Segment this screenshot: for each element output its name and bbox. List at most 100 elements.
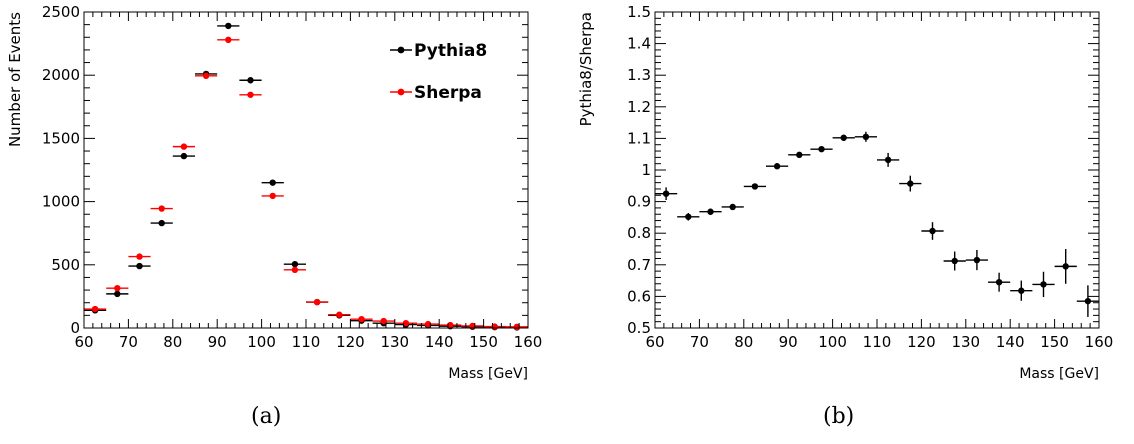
data-point [810, 145, 833, 153]
y-tick-label: 500 [51, 256, 80, 274]
y-tick-label: 1.3 [627, 66, 651, 84]
data-marker [114, 290, 121, 298]
data-point [699, 208, 722, 215]
data-point [439, 321, 462, 329]
data-point [150, 205, 173, 212]
data-point [283, 266, 306, 274]
x-tick-label: 160 [1085, 333, 1114, 351]
y-tick-label: 1.4 [627, 35, 651, 53]
data-point [172, 152, 195, 160]
data-point [721, 203, 744, 211]
y-tick-label: 0.9 [627, 193, 651, 211]
data-marker [707, 208, 714, 215]
ratio-plot-frame [654, 11, 1100, 329]
data-point [788, 151, 811, 159]
data-marker [247, 91, 254, 98]
data-marker [358, 315, 365, 323]
data-point [1054, 249, 1077, 284]
x-tick-label: 70 [690, 333, 709, 351]
legend-pythia8-marker [397, 46, 405, 54]
y-tick-label: 0.5 [627, 319, 651, 337]
data-marker [136, 253, 143, 260]
data-marker [973, 256, 981, 264]
distribution-y-axis-label: Number of Events [6, 12, 24, 147]
data-point [239, 91, 262, 98]
x-tick-label: 120 [336, 333, 365, 351]
data-marker [884, 156, 892, 164]
data-marker [995, 278, 1003, 286]
x-tick-label: 150 [469, 333, 498, 351]
data-marker [336, 311, 343, 318]
data-point [655, 187, 678, 201]
y-tick-label: 2500 [42, 3, 80, 21]
y-tick-label: 0.7 [627, 256, 651, 274]
x-tick-label: 140 [996, 333, 1025, 351]
x-tick-label: 90 [208, 333, 227, 351]
y-tick-label: 1 [641, 161, 651, 179]
data-marker [862, 133, 870, 141]
data-point [106, 284, 129, 292]
data-marker [291, 260, 299, 268]
data-point [128, 253, 151, 260]
data-marker [91, 305, 99, 313]
data-point [417, 320, 440, 328]
data-point [899, 175, 922, 192]
ratio-x-axis-label: Mass [GeV] [1019, 366, 1099, 382]
data-point [261, 192, 284, 200]
data-point [172, 143, 195, 150]
data-point [128, 262, 151, 270]
y-tick-label: 1.1 [627, 129, 651, 147]
x-tick-label: 90 [779, 333, 798, 351]
data-marker [225, 36, 232, 44]
data-point [943, 251, 966, 271]
data-marker [158, 219, 165, 227]
data-point [106, 290, 129, 298]
data-point [217, 36, 240, 44]
legend-entry-sherpa: Sherpa [390, 83, 482, 103]
legend-sherpa-marker [397, 88, 405, 96]
data-marker [447, 321, 454, 329]
ratio-panel: 60 70 80 90 100 110 120 130 140 150 160 0.50.60.70… [577, 3, 1113, 382]
data-marker [225, 22, 232, 30]
data-point [988, 272, 1011, 292]
x-tick-label: 60 [645, 333, 664, 351]
data-marker [114, 284, 121, 292]
y-tick-label: 1500 [42, 129, 80, 147]
data-marker [424, 320, 432, 328]
data-point [854, 131, 877, 142]
data-marker [907, 180, 914, 187]
data-marker [1062, 263, 1069, 270]
x-tick-label: 150 [1040, 333, 1069, 351]
y-tick-label: 0 [70, 319, 80, 337]
data-point [1010, 280, 1033, 301]
distribution-x-axis: 60 70 80 90 100 110 120 130 140 150 160 [74, 12, 542, 351]
data-point [350, 315, 373, 323]
data-point [1076, 285, 1099, 317]
data-point [306, 298, 329, 306]
data-point [283, 260, 306, 268]
data-point [328, 311, 351, 318]
data-point [743, 183, 766, 190]
x-tick-label: 80 [734, 333, 753, 351]
data-point [483, 323, 506, 330]
data-point [766, 163, 789, 170]
y-tick-label: 1000 [42, 193, 80, 211]
x-tick-label: 140 [425, 333, 454, 351]
x-tick-label: 120 [907, 333, 936, 351]
x-tick-label: 130 [380, 333, 409, 351]
data-marker [380, 317, 387, 325]
panel-b-caption: (b) [823, 404, 855, 429]
ratio-y-axis: 0.5 0.6 0.7 0.8 0.9 1 1.1 1.2 1.3 1.4 1.5 [627, 3, 1099, 337]
data-marker [269, 179, 276, 186]
data-marker [180, 143, 188, 150]
data-point [965, 249, 988, 271]
x-tick-label: 70 [119, 333, 138, 351]
ratio-x-axis: 60 70 80 90 100 110 120 130 140 150 160 [645, 12, 1113, 351]
x-tick-label: 130 [951, 333, 980, 351]
y-tick-label: 1.2 [627, 98, 651, 116]
data-marker [796, 151, 803, 159]
data-marker [773, 163, 781, 170]
data-marker [269, 192, 276, 200]
data-point [84, 305, 107, 313]
data-marker [1018, 287, 1025, 294]
